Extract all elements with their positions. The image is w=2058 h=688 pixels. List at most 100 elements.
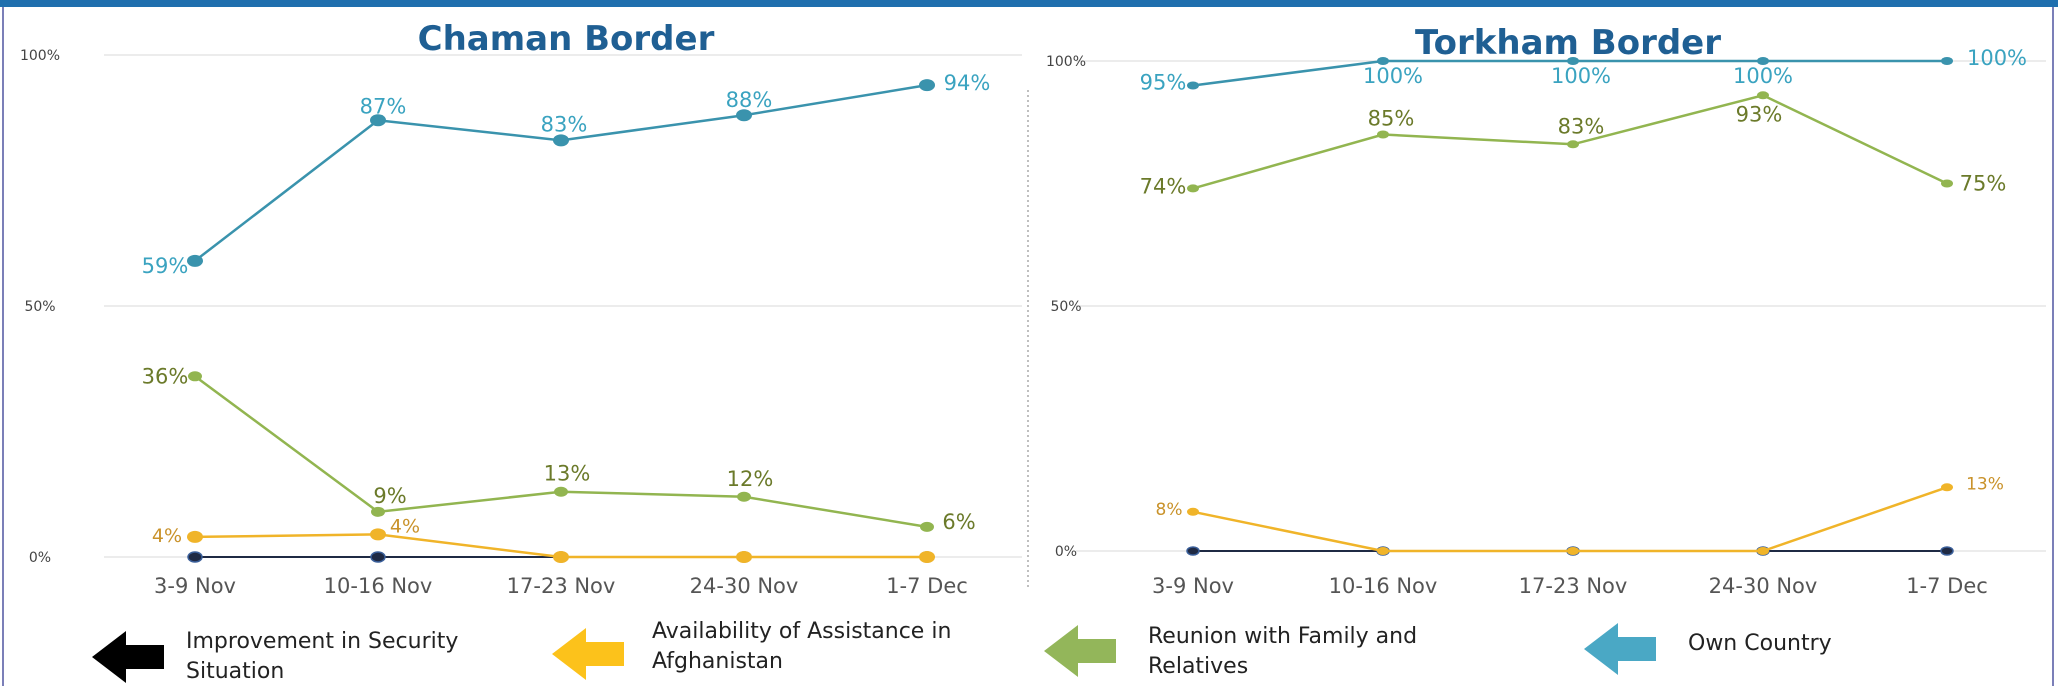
x-tick-label: 10-16 Nov <box>324 574 433 598</box>
y-tick-label: 0% <box>29 550 51 566</box>
data-label: 88% <box>726 88 773 112</box>
data-point <box>1940 546 1954 556</box>
data-label: 4% <box>390 515 420 537</box>
chart-panel-2: 0% 50% 100% 3-9 Nov 10-16 Nov 17-23 Nov 24-30 … <box>1046 23 2046 598</box>
series-reunion-with-family-and-relatives: 36% 9% 13% 12% 6% <box>142 364 976 534</box>
data-point <box>1757 57 1769 65</box>
data-point <box>370 551 386 563</box>
data-label: 87% <box>360 94 407 118</box>
data-point <box>1187 507 1199 516</box>
data-label: 93% <box>1736 102 1783 126</box>
series-own-country: 95% 100% 100% 100% 100% <box>1140 46 2027 95</box>
data-label: 13% <box>544 462 591 486</box>
data-point <box>1567 140 1579 149</box>
data-point <box>187 254 203 267</box>
series-line <box>194 375 928 529</box>
arrow-left-icon <box>1584 623 1656 675</box>
y-tick-label: 100% <box>1046 54 1086 70</box>
x-tick-label: 3-9 Nov <box>154 574 236 598</box>
x-tick-label: 24-30 Nov <box>690 574 799 598</box>
x-tick-label: 1-7 Dec <box>886 574 968 598</box>
top-accent-bar <box>0 0 2058 7</box>
data-label: 83% <box>541 112 588 136</box>
data-point <box>371 506 385 517</box>
legend-item: Improvement in Security Situation <box>92 629 458 684</box>
data-label: 95% <box>1140 71 1187 95</box>
arrow-left-icon <box>1044 625 1116 677</box>
data-label: 100% <box>1551 64 1611 88</box>
data-label: 100% <box>1967 46 2027 70</box>
data-point <box>736 109 752 122</box>
data-point <box>1567 57 1579 65</box>
legend-label: Availability of Assistance in Afghanistan <box>652 619 951 674</box>
y-tick-label: 100% <box>20 48 60 64</box>
data-point <box>1377 57 1389 65</box>
legend-label: Reunion with Family and Relatives <box>1148 624 1417 679</box>
data-point <box>188 371 202 382</box>
data-label: 9% <box>373 484 406 508</box>
chart-title: Torkham Border <box>1415 23 1721 63</box>
arrow-left-icon <box>552 628 624 680</box>
data-label: 83% <box>1558 114 1605 138</box>
y-tick-label: 50% <box>1050 299 1081 315</box>
arrow-left-icon <box>92 631 164 683</box>
data-label: 94% <box>944 71 991 95</box>
data-label: 100% <box>1733 64 1793 88</box>
data-label: 13% <box>1966 474 2004 494</box>
chart-title: Chaman Border <box>418 19 715 59</box>
data-point <box>1757 91 1769 100</box>
series-reunion-with-family-and-relatives: 74% 85% 83% 93% 75% <box>1140 91 2007 198</box>
data-point <box>1941 483 1953 492</box>
data-point <box>554 486 568 497</box>
y-tick-label: 50% <box>24 299 55 315</box>
data-point <box>1377 130 1389 139</box>
data-point <box>1187 81 1199 90</box>
legend-item: Availability of Assistance in Afghanistan <box>552 619 951 680</box>
data-point <box>187 530 203 543</box>
series-availability-of-assistance-in-afghanistan: 4% 4% <box>152 515 935 563</box>
x-tick-label: 10-16 Nov <box>1329 574 1438 598</box>
series-line <box>1192 486 1948 553</box>
x-tick-label: 3-9 Nov <box>1152 574 1234 598</box>
data-label: 74% <box>1140 174 1187 198</box>
data-point <box>553 551 569 563</box>
data-point <box>1377 547 1389 555</box>
data-label: 8% <box>1156 500 1183 520</box>
data-point <box>737 491 751 502</box>
data-point <box>920 521 934 532</box>
data-point <box>187 551 203 563</box>
x-tick-label: 1-7 Dec <box>1906 574 1988 598</box>
chart-panel-1: 0% 50% 100% 3-9 Nov 10-16 Nov 17-23 Nov 24-30 … <box>20 19 1022 598</box>
x-tick-label: 17-23 Nov <box>1519 574 1628 598</box>
data-point <box>919 79 935 92</box>
data-label: 6% <box>942 510 975 534</box>
data-point <box>1567 547 1579 555</box>
data-point <box>370 114 386 127</box>
x-tick-label: 17-23 Nov <box>507 574 616 598</box>
legend-label: Improvement in Security Situation <box>186 629 458 684</box>
data-label: 75% <box>1960 172 2007 196</box>
y-tick-label: 0% <box>1055 544 1077 560</box>
data-point <box>370 528 386 541</box>
series-own-country: 59% 87% 83% 88% 94% <box>142 71 991 278</box>
data-point <box>1941 57 1953 65</box>
data-label: 36% <box>142 364 189 388</box>
data-label: 59% <box>142 254 189 278</box>
legend-item: Reunion with Family and Relatives <box>1044 624 1417 679</box>
data-label: 100% <box>1363 64 1423 88</box>
data-point <box>553 134 569 147</box>
x-tick-label: 24-30 Nov <box>1709 574 1818 598</box>
data-point <box>1187 184 1199 193</box>
legend-label: Own Country <box>1688 631 1832 656</box>
data-point <box>1757 547 1769 555</box>
data-point <box>736 551 752 563</box>
data-point <box>1941 179 1953 188</box>
data-label: 4% <box>152 525 182 547</box>
data-point <box>1186 546 1200 556</box>
legend-item: Own Country <box>1584 623 1832 675</box>
data-label: 85% <box>1368 107 1415 131</box>
data-point <box>919 551 935 563</box>
data-label: 12% <box>727 467 774 491</box>
series-availability-of-assistance-in-afghanistan: 8% 13% <box>1156 474 2004 555</box>
